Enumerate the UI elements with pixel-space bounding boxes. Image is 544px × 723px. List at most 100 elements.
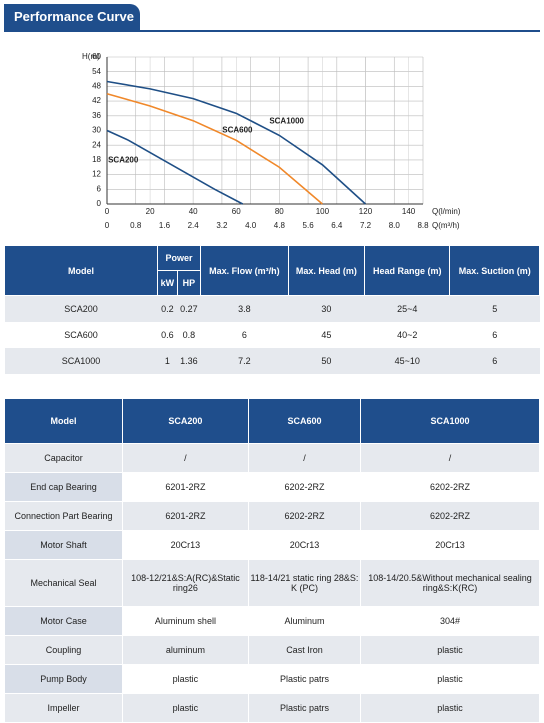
cell: 45~10 (364, 348, 450, 374)
curve-label: SCA1000 (269, 117, 304, 126)
curve-label: SCA600 (222, 125, 253, 134)
cell: plastic (122, 693, 249, 723)
material-table: Model SCA200 SCA600 SCA1000 Capacitor / / / End … (4, 398, 540, 723)
x2-tick-label: 4.8 (274, 221, 286, 230)
cell: Capacitor (4, 443, 123, 473)
cell: 304# (360, 606, 540, 636)
x2-tick-label: 8.8 (417, 221, 429, 230)
header-cell: Max. Head (m) (287, 245, 366, 296)
row: Motor Case Aluminum shell Aluminum 304# (4, 606, 540, 636)
cell: 118-14/21 static ring 28&S: K (PC) (247, 559, 362, 607)
row: SCA600 0.6 0.8 6 45 40~2 6 (5, 322, 540, 348)
row: Coupling aluminum Cast Iron plastic (4, 635, 540, 665)
row: Impeller plastic Plastic patrs plastic (4, 693, 540, 723)
cell: 30 (288, 295, 365, 322)
cell: plastic (360, 635, 540, 665)
x2-tick-label: 1.6 (159, 221, 171, 230)
header-cell: kW (157, 270, 178, 296)
x-tick-label: 60 (232, 207, 241, 216)
curve (106, 80, 367, 205)
cell: 108-12/21&S:A(RC)&Static ring26 (122, 559, 249, 607)
cell: Aluminum shell (122, 606, 249, 636)
cell: Plastic patrs (247, 664, 362, 694)
cell: SCA200 (4, 295, 158, 322)
cell: SCA1000 (4, 348, 158, 374)
cell: plastic (360, 664, 540, 694)
cell: / (122, 443, 249, 473)
cell: 6201-2RZ (122, 501, 249, 531)
cell: 0.8 (182, 330, 196, 340)
cell: Connection Part Bearing (4, 501, 123, 531)
cell: Mechanical Seal (4, 559, 123, 607)
cell: 5 (449, 295, 540, 322)
cell: 20Cr13 (247, 530, 362, 560)
x-tick-label: 120 (359, 207, 373, 216)
x2-tick-label: 2.4 (188, 221, 200, 230)
header-cell: Power (157, 245, 201, 271)
row: Connection Part Bearing 6201-2RZ 6202-2RZ 6… (4, 501, 540, 531)
y-tick-label: 18 (92, 155, 101, 164)
cell: 25~4 (364, 295, 450, 322)
row: SCA1000 1 1.36 7.2 50 45~10 6 (4, 348, 540, 374)
cell: / (360, 443, 540, 473)
cell: 6202-2RZ (360, 501, 540, 531)
section-title: Performance Curve (4, 4, 140, 30)
curve (106, 129, 244, 205)
cell: 0.2 (157, 295, 178, 322)
y-tick-label: 36 (92, 111, 101, 120)
cell: 6 (492, 330, 498, 340)
cell: 0.6 (161, 330, 174, 340)
header-cell: Max. Suction (m) (449, 245, 540, 296)
cell: aluminum (122, 635, 249, 665)
row: End cap Bearing 6201-2RZ 6202-2RZ 6202-2RZ (4, 472, 540, 502)
y-tick-label: 60 (92, 52, 101, 61)
cell: 6202-2RZ (247, 501, 362, 531)
header-cell: SCA600 (247, 398, 362, 444)
cell: 20Cr13 (122, 530, 249, 560)
x-tick-label: 40 (189, 207, 198, 216)
x2-tick-label: 0 (105, 221, 110, 230)
cell: Plastic patrs (247, 693, 362, 723)
y-tick-label: 24 (92, 140, 101, 149)
y-axis-label: H(m) (82, 52, 100, 61)
cell: Aluminum (247, 606, 362, 636)
header-cell: Head Range (m) (364, 245, 451, 296)
cell: 6 (449, 348, 540, 374)
row: Mechanical Seal 108-12/21&S:A(RC)&Static … (4, 559, 540, 607)
x2-tick-label: 7.2 (360, 221, 372, 230)
cell: 6202-2RZ (360, 472, 540, 502)
cell: 40~2 (397, 330, 418, 340)
cell: plastic (360, 693, 540, 723)
page: Performance Curve H(m) Q(l/min) Q(m³/h) … (4, 4, 540, 723)
y-tick-label: 6 (97, 184, 102, 193)
y-tick-label: 30 (92, 126, 101, 135)
y-tick-label: 12 (92, 170, 101, 179)
cell: 7.2 (200, 348, 289, 374)
spec-table: Model Power Max. Flow (m³/h) Max. Head (m) H… (4, 245, 540, 374)
chart: H(m) Q(l/min) Q(m³/h) 0 6 12 18 24 30 36 42 48 54… (82, 52, 461, 230)
x-tick-label: 80 (275, 207, 284, 216)
row: Motor Shaft 20Cr13 20Cr13 20Cr13 (4, 530, 540, 560)
header-cell: Model (4, 245, 158, 296)
header-cell: SCA1000 (360, 398, 540, 444)
x2-tick-label: 8.0 (389, 221, 401, 230)
cell: Cast Iron (247, 635, 362, 665)
x2-tick-label: 6.4 (331, 221, 343, 230)
cell: 6201-2RZ (122, 472, 249, 502)
cell: End cap Bearing (4, 472, 123, 502)
cell: 50 (288, 348, 365, 374)
cell: 20Cr13 (360, 530, 540, 560)
cell: 1 (157, 348, 178, 374)
header-cell: SCA200 (122, 398, 249, 444)
x-tick-label: 20 (146, 207, 155, 216)
y-tick-label: 54 (92, 67, 101, 76)
header-cell: Max. Flow (m³/h) (199, 245, 289, 296)
cell: plastic (122, 664, 249, 694)
x2-axis-label: Q(m³/h) (432, 221, 460, 230)
row: SCA200 0.2 0.27 3.8 30 25~4 5 (4, 295, 540, 322)
row: Capacitor / / / (4, 443, 540, 473)
cell: Coupling (4, 635, 123, 665)
x-tick-label: 100 (316, 207, 330, 216)
curve-label: SCA200 (108, 156, 139, 165)
cell: SCA600 (64, 330, 98, 340)
